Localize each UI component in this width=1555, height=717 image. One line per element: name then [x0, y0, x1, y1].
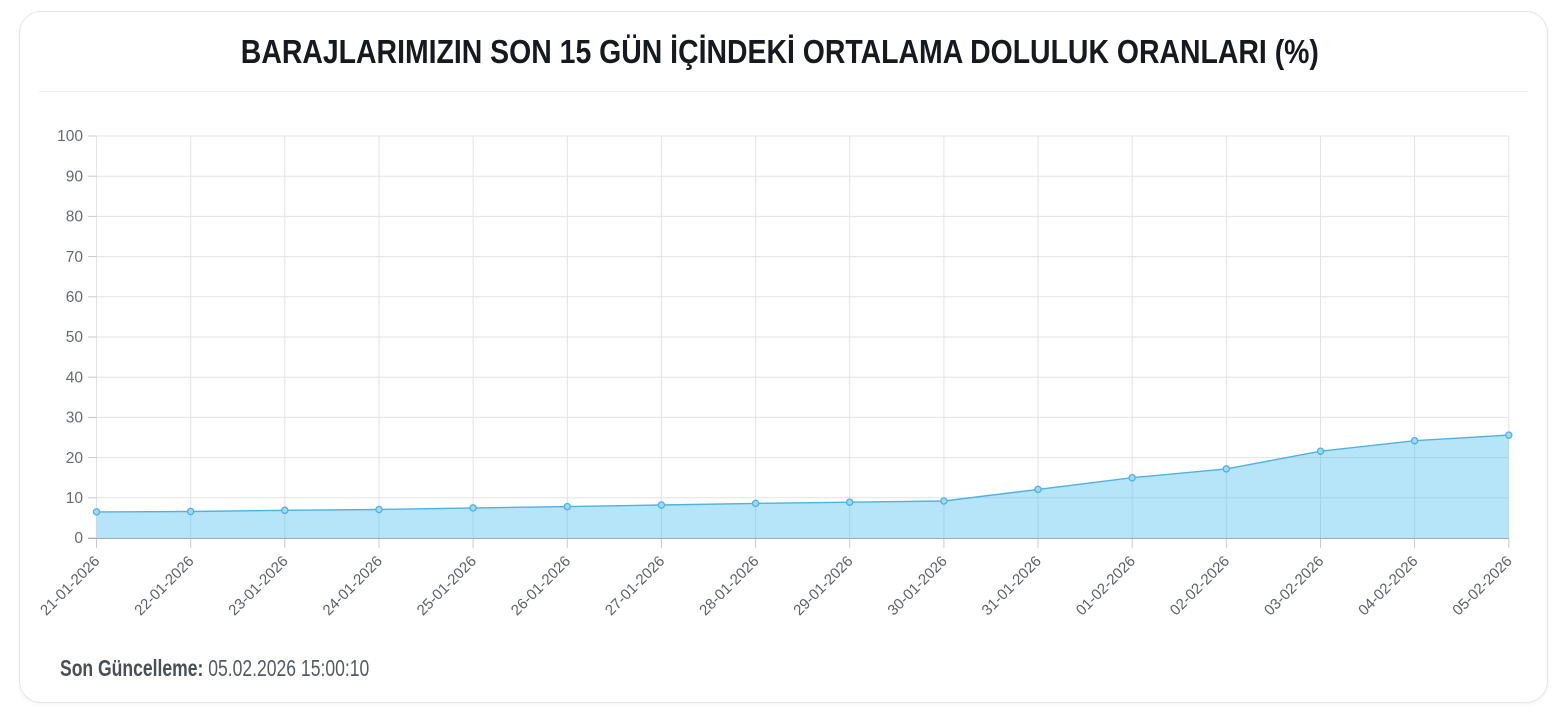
svg-text:05-02-2026: 05-02-2026 [1449, 553, 1515, 619]
svg-text:70: 70 [66, 249, 84, 266]
svg-text:22-01-2026: 22-01-2026 [131, 553, 197, 619]
svg-text:26-01-2026: 26-01-2026 [508, 553, 574, 619]
svg-text:04-02-2026: 04-02-2026 [1355, 553, 1421, 619]
svg-text:50: 50 [66, 329, 84, 346]
svg-text:100: 100 [57, 128, 83, 145]
svg-text:03-02-2026: 03-02-2026 [1261, 553, 1327, 619]
svg-text:23-01-2026: 23-01-2026 [225, 553, 291, 619]
svg-text:40: 40 [66, 369, 84, 386]
svg-text:80: 80 [66, 209, 84, 226]
svg-text:30: 30 [66, 410, 84, 427]
svg-text:31-01-2026: 31-01-2026 [979, 553, 1045, 619]
svg-text:01-02-2026: 01-02-2026 [1073, 553, 1139, 619]
svg-text:24-01-2026: 24-01-2026 [320, 553, 386, 619]
svg-text:10: 10 [66, 490, 84, 507]
svg-text:60: 60 [66, 289, 84, 306]
svg-text:90: 90 [66, 168, 84, 185]
svg-text:27-01-2026: 27-01-2026 [602, 553, 668, 619]
svg-text:25-01-2026: 25-01-2026 [414, 553, 480, 619]
svg-text:30-01-2026: 30-01-2026 [884, 553, 950, 619]
svg-text:29-01-2026: 29-01-2026 [790, 553, 856, 619]
svg-text:02-02-2026: 02-02-2026 [1167, 553, 1233, 619]
svg-text:20: 20 [66, 450, 84, 467]
svg-text:28-01-2026: 28-01-2026 [696, 553, 762, 619]
svg-text:0: 0 [74, 530, 83, 547]
svg-text:21-01-2026: 21-01-2026 [37, 553, 103, 619]
